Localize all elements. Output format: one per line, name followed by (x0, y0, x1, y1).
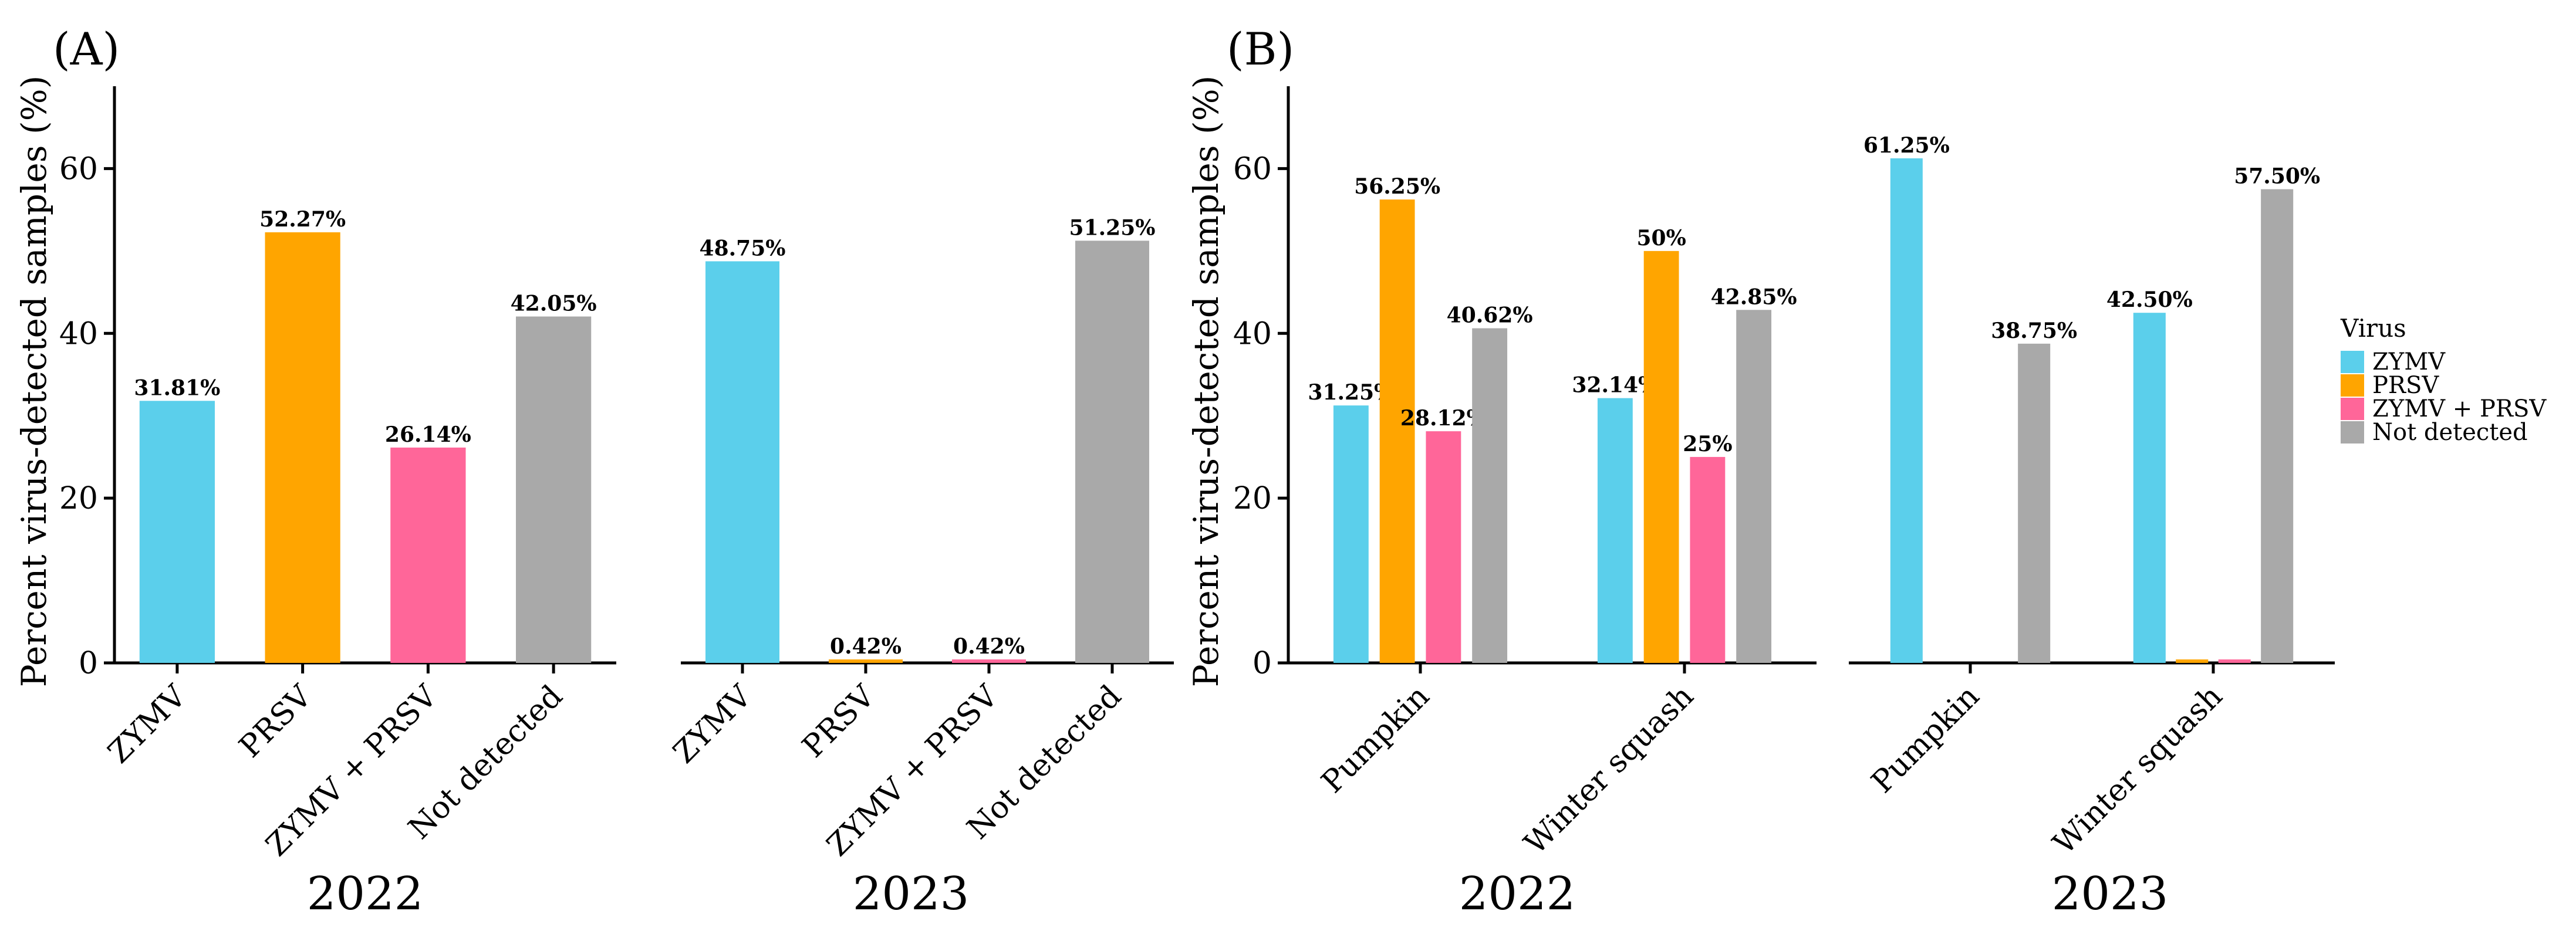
bar-b-2022-0-0 (1333, 405, 1369, 663)
y-tick-label-b: 0 (1252, 646, 1272, 681)
y-tick-label-a: 40 (59, 316, 98, 351)
data-label-b-2023-1-0: 42.50% (2106, 287, 2193, 312)
data-label-b-2023-0-3: 38.75% (1991, 319, 2077, 343)
facet-year-b-2023: 2023 (2052, 868, 2169, 920)
bar-a-2022-0 (139, 401, 215, 663)
y-tick-label-b: 60 (1233, 151, 1272, 187)
bar-b-2022-1-0 (1597, 398, 1633, 663)
legend-label-3: Not detected (2372, 419, 2528, 446)
bar-a-2023-3 (1075, 241, 1149, 663)
bar-b-2023-1-0 (2133, 313, 2166, 663)
bar-b-2023-1-3 (2261, 189, 2294, 663)
bar-b-2022-1-2 (1690, 456, 1726, 663)
bar-a-2023-2 (952, 659, 1026, 663)
facet-year-a-2023: 2023 (853, 868, 970, 920)
bar-a-2023-1 (829, 659, 903, 663)
data-label-a-2023-0: 48.75% (700, 236, 786, 260)
legend-swatch-3 (2341, 421, 2364, 444)
bar-b-2022-0-1 (1379, 199, 1415, 663)
bar-a-2022-2 (390, 447, 466, 663)
data-label-a-2023-3: 51.25% (1069, 215, 1156, 240)
bar-b-2023-0-3 (2018, 343, 2051, 663)
bar-b-2022-1-3 (1736, 310, 1772, 663)
bar-a-2022-3 (516, 316, 592, 663)
data-label-b-2022-1-3: 42.85% (1711, 285, 1797, 309)
bar-b-2022-1-1 (1643, 250, 1679, 663)
data-label-b-2022-0-3: 40.62% (1447, 303, 1533, 328)
legend-swatch-0 (2341, 351, 2364, 373)
data-label-b-2022-1-1: 50% (1636, 226, 1686, 250)
bar-b-2022-0-3 (1472, 328, 1508, 663)
data-label-b-2022-1-2: 25% (1683, 432, 1732, 456)
bar-b-2023-1-1 (2176, 659, 2209, 663)
facet-year-b-2022: 2022 (1459, 868, 1576, 920)
y-axis-title-a: Percent virus-detected samples (%) (14, 76, 54, 688)
bar-a-2023-0 (705, 261, 779, 663)
y-tick-label-a: 20 (59, 481, 98, 516)
bar-b-2022-0-2 (1426, 431, 1461, 663)
y-tick-label-a: 60 (59, 151, 98, 187)
data-label-b-2023-0-0: 61.25% (1863, 133, 1950, 158)
bar-a-2022-1 (265, 232, 340, 663)
legend-swatch-2 (2341, 398, 2364, 420)
legend-label-1: PRSV (2372, 372, 2439, 399)
y-tick-label-b: 20 (1233, 481, 1272, 516)
panel-label-b: (B) (1227, 23, 1294, 75)
data-label-a-2022-1: 52.27% (259, 207, 346, 232)
legend-title: Virus (2340, 314, 2406, 343)
data-label-a-2023-2: 0.42% (953, 634, 1025, 659)
bar-b-2023-0-0 (1890, 158, 1923, 663)
legend-swatch-1 (2341, 374, 2364, 397)
legend-label-0: ZYMV (2372, 348, 2446, 375)
y-tick-label-a: 0 (79, 646, 98, 681)
data-label-a-2022-0: 31.81% (134, 375, 220, 400)
bar-b-2023-1-2 (2218, 659, 2251, 663)
facet-year-a-2022: 2022 (307, 868, 424, 920)
data-label-b-2022-0-1: 56.25% (1354, 174, 1440, 199)
panel-label-a: (A) (53, 23, 120, 75)
y-tick-label-b: 40 (1233, 316, 1272, 351)
data-label-a-2022-2: 26.14% (385, 422, 471, 447)
legend-label-2: ZYMV + PRSV (2372, 395, 2547, 422)
data-label-a-2023-1: 0.42% (830, 634, 902, 659)
y-axis-title-b: Percent virus-detected samples (%) (1186, 76, 1226, 688)
data-label-b-2023-1-3: 57.50% (2234, 164, 2320, 189)
data-label-a-2022-3: 42.05% (511, 291, 597, 316)
